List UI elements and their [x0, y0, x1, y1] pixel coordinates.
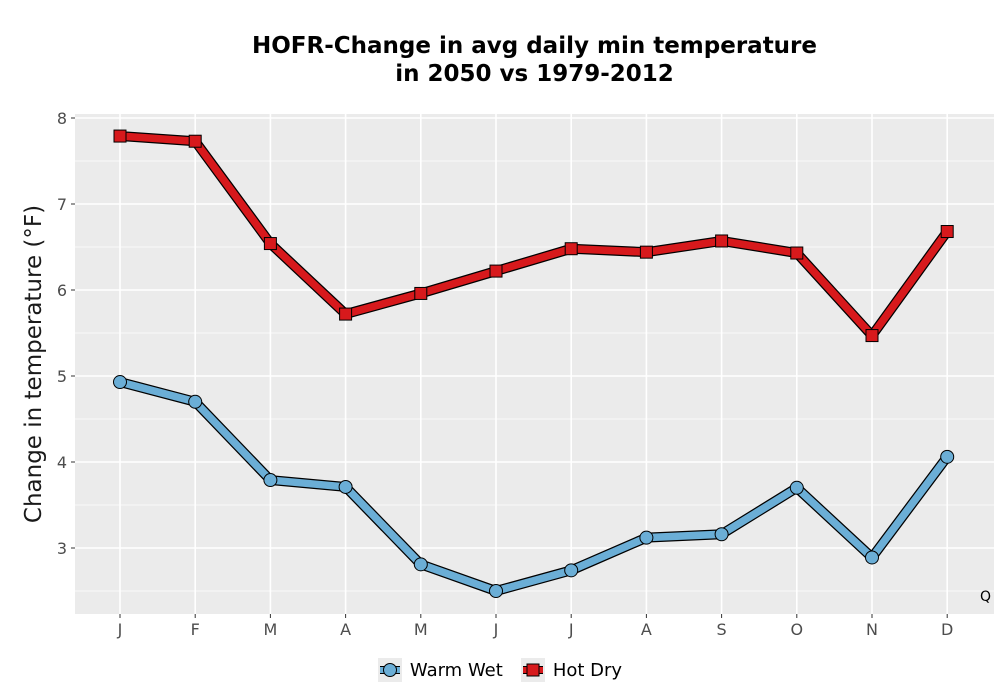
data-point — [338, 479, 353, 494]
chart-title-line-1: HOFR-Change in avg daily min temperature — [251, 33, 818, 59]
x-tick-label: N — [866, 620, 878, 639]
data-point — [714, 527, 729, 542]
x-tick-label: J — [117, 620, 123, 639]
y-tick-label: 7 — [57, 195, 67, 214]
data-point — [715, 234, 729, 248]
x-tick-label: M — [263, 620, 277, 639]
chart-caption: Q — [979, 589, 991, 605]
y-tick-label: 4 — [57, 453, 67, 472]
minor-gridlines — [75, 160, 994, 592]
series-line — [116, 132, 951, 340]
legend: Warm Wet Hot Dry — [0, 658, 1000, 682]
x-tick-label: J — [493, 620, 499, 639]
chart-title-line-2: in 2050 vs 1979-2012 — [395, 61, 674, 87]
data-point — [865, 550, 879, 565]
data-point — [413, 557, 428, 572]
x-tick-label: M — [414, 620, 428, 639]
data-point — [639, 530, 654, 545]
data-point — [113, 129, 127, 143]
x-tick-label: A — [641, 620, 652, 639]
x-tick-label: O — [791, 620, 804, 639]
data-point — [789, 480, 804, 495]
x-tick-label: J — [568, 620, 574, 639]
legend-item-hot-dry: Hot Dry — [520, 658, 623, 682]
axes: 3 4 5 6 7 8 J F M A M J J A S O N D — [57, 109, 954, 639]
x-tick-label: S — [717, 620, 727, 639]
data-point — [489, 584, 503, 598]
data-point — [414, 286, 428, 300]
series-line — [116, 378, 951, 595]
y-tick-label: 8 — [57, 109, 67, 128]
series-warm-wet — [113, 375, 955, 598]
data-point — [339, 307, 353, 321]
data-point — [188, 394, 203, 409]
data-point — [639, 245, 653, 259]
y-tick-label: 5 — [57, 367, 67, 386]
y-tick-label: 6 — [57, 281, 67, 300]
data-point — [489, 264, 503, 278]
x-tick-label: A — [340, 620, 351, 639]
data-point — [940, 449, 955, 464]
legend-label-warm-wet: Warm Wet — [409, 659, 503, 681]
legend-key-hot-dry — [520, 658, 545, 682]
data-point — [564, 563, 579, 578]
data-point — [790, 246, 804, 260]
data-point — [564, 242, 578, 256]
series-layer — [113, 129, 955, 598]
x-tick-label: F — [191, 620, 200, 639]
y-tick-label: 3 — [57, 539, 67, 558]
legend-label-hot-dry: Hot Dry — [552, 659, 623, 681]
data-point — [865, 329, 879, 343]
legend-key-warm-wet — [377, 658, 402, 682]
major-gridlines — [75, 114, 994, 614]
data-point — [940, 225, 954, 239]
legend-item-warm-wet: Warm Wet — [377, 658, 503, 682]
data-point — [188, 134, 202, 148]
data-point — [263, 473, 278, 488]
series-hot-dry — [113, 129, 954, 343]
x-tick-label: D — [941, 620, 953, 639]
data-point — [113, 375, 127, 390]
data-point — [263, 237, 277, 251]
